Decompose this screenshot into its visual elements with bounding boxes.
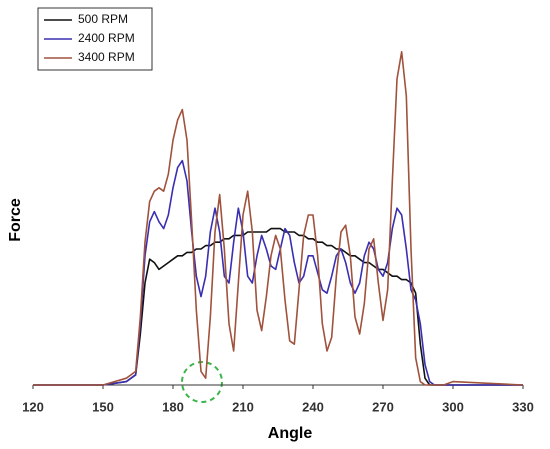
x-tick-label: 120 [22,399,44,414]
series-line [33,227,523,386]
x-axis-label: Angle [268,425,313,442]
series-line [33,51,524,386]
y-axis-label: Force [7,198,24,242]
x-tick-label: 150 [92,399,114,414]
x-tick-label: 270 [372,399,394,414]
series-line [33,159,523,386]
legend-label: 500 RPM [78,12,128,26]
x-tick-label: 330 [512,399,534,414]
legend-label: 2400 RPM [78,31,135,45]
x-tick-label: 300 [442,399,464,414]
x-tick-label: 180 [162,399,184,414]
legend-label: 3400 RPM [78,50,135,64]
x-tick-label: 240 [302,399,324,414]
highlight-circle [181,361,223,403]
x-tick-label: 210 [232,399,254,414]
